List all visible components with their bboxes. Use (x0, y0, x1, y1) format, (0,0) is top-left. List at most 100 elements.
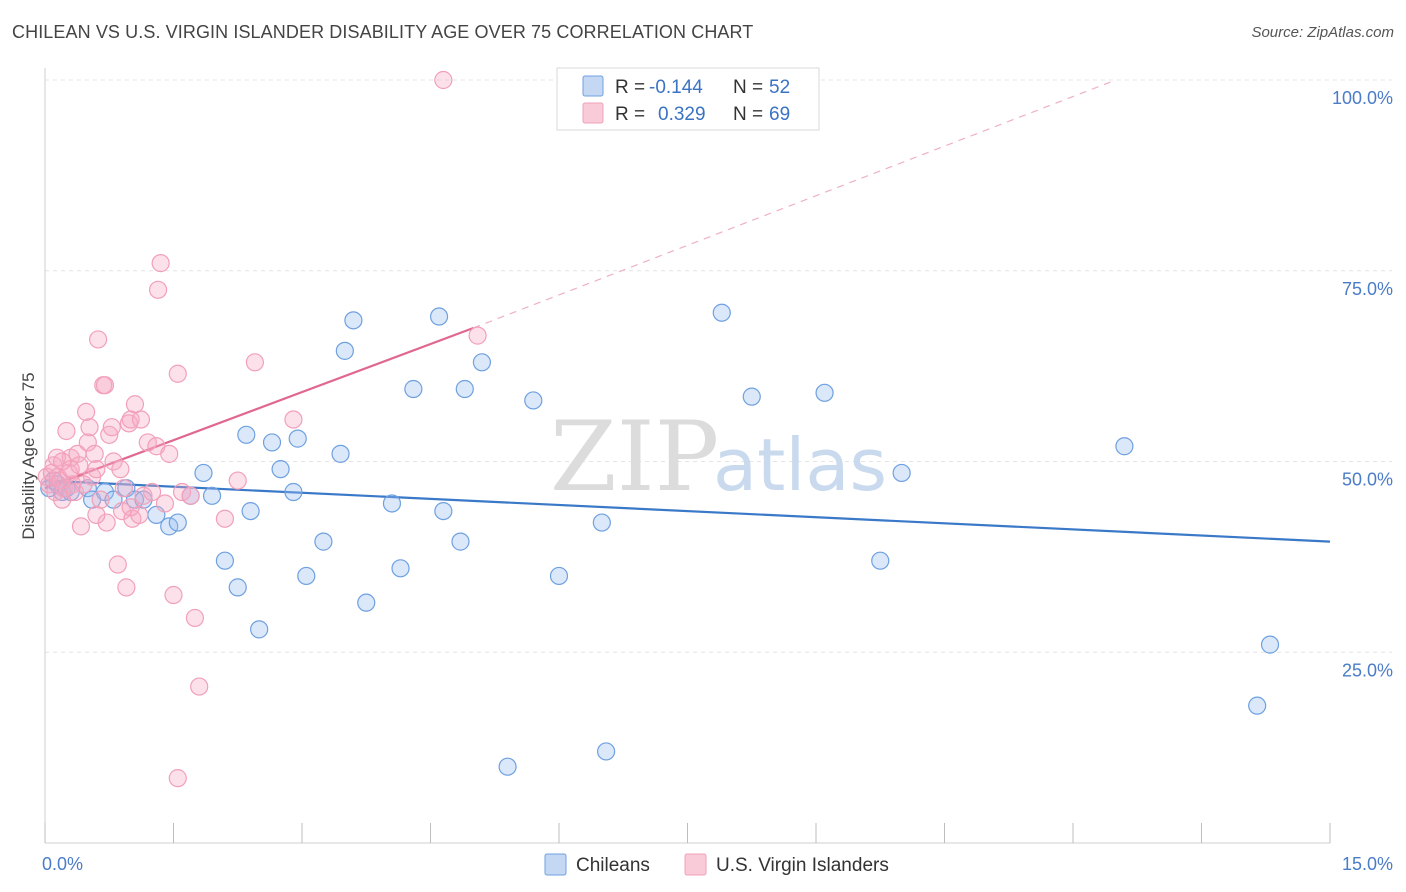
chileans-point-30 (331, 444, 350, 463)
virgin-islanders-point-61 (245, 353, 264, 372)
y-tick-label-25: 25.0% (1342, 660, 1393, 680)
watermark-zip: ZIP (550, 401, 719, 513)
chileans-point-50 (871, 551, 890, 570)
chileans-point-42 (498, 757, 517, 776)
virgin-islanders-point-34 (111, 460, 130, 479)
series-virgin-islanders-points (37, 70, 487, 788)
virgin-islanders-point-64 (468, 326, 487, 345)
chileans-point-24 (262, 433, 282, 452)
virgin-islanders-point-20 (78, 433, 97, 452)
legend-r-label-chileans: R = (615, 77, 645, 98)
virgin-islanders-point-29 (97, 513, 116, 532)
chileans-point-45 (592, 513, 611, 532)
virgin-islanders-point-58 (168, 769, 187, 788)
legend-r-value-virgin-islanders: 0.329 (658, 104, 706, 125)
chileans-point-51 (892, 463, 911, 483)
chileans-point-41 (472, 353, 491, 372)
chileans-point-19 (215, 551, 234, 570)
virgin-islanders-point-43 (131, 410, 151, 429)
virgin-islanders-point-16 (70, 456, 89, 475)
grid-lines (45, 79, 1392, 653)
chileans-point-18 (202, 486, 222, 505)
y-tick-labels: 25.0% 50.0% 75.0% 100.0% (1332, 88, 1393, 680)
chileans-point-22 (241, 501, 260, 521)
virgin-islanders-point-45 (138, 433, 157, 452)
virgin-islanders-point-10 (57, 421, 76, 441)
series-legend-swatch-virgin-islanders (684, 853, 707, 876)
chileans-point-23 (250, 620, 269, 639)
chileans-point-54 (1260, 635, 1280, 654)
legend-swatch-chileans (582, 75, 604, 97)
virgin-islanders-point-63 (434, 70, 453, 90)
legend-n-value-virgin-islanders: 69 (769, 104, 790, 125)
virgin-islanders-point-21 (80, 418, 99, 437)
legend-n-label-chileans: N = (733, 77, 763, 98)
virgin-islanders-point-48 (148, 280, 168, 299)
virgin-islanders-point-26 (91, 490, 110, 509)
chileans-point-32 (344, 311, 363, 330)
virgin-islanders-point-32 (104, 452, 123, 471)
virgin-islanders-point-56 (185, 608, 205, 628)
virgin-islanders-point-54 (172, 482, 192, 502)
y-tick-label-100: 100.0% (1332, 88, 1393, 108)
y-tick-label-50: 50.0% (1342, 470, 1393, 490)
legend-r-value-chileans: -0.144 (649, 77, 703, 98)
series-legend-swatch-chileans (544, 853, 567, 876)
series-legend-label-chileans: Chileans (576, 855, 650, 876)
chileans-point-44 (549, 566, 569, 586)
series-legend: Chileans U.S. Virgin Islanders (544, 853, 889, 876)
watermark-atlas: atlas (713, 423, 887, 507)
chileans-point-33 (357, 593, 376, 612)
virgin-islanders-point-37 (117, 578, 136, 597)
chileans-point-38 (434, 501, 453, 521)
chileans-point-27 (288, 429, 307, 448)
chileans-point-15 (168, 513, 187, 532)
chileans-point-25 (271, 460, 290, 479)
chileans-point-39 (451, 532, 470, 551)
chileans-point-21 (237, 425, 256, 444)
chileans-point-20 (228, 578, 247, 597)
legend-n-label-virgin-islanders: N = (733, 104, 763, 125)
x-ticks (44, 823, 1331, 843)
chileans-point-43 (524, 391, 543, 410)
virgin-islanders-point-52 (164, 585, 183, 605)
chileans-point-40 (455, 379, 474, 399)
chileans-point-14 (160, 517, 179, 536)
legend-swatch-virgin-islanders (582, 102, 604, 124)
virgin-islanders-point-53 (168, 364, 187, 383)
virgin-islanders-point-51 (160, 444, 179, 463)
correlation-legend: R = -0.144 N = 52 R = 0.329 N = 69 (556, 67, 820, 131)
virgin-islanders-point-49 (151, 254, 170, 273)
legend-r-label-virgin-islanders: R = (615, 104, 645, 125)
trend-line-extension-1 (473, 79, 1117, 329)
virgin-islanders-point-41 (125, 395, 145, 414)
virgin-islanders-point-28 (95, 376, 115, 395)
virgin-islanders-point-50 (155, 494, 175, 513)
chileans-point-49 (815, 383, 834, 402)
series-chileans-points (40, 303, 1280, 776)
legend-n-value-chileans: 52 (769, 77, 790, 98)
chileans-point-48 (742, 387, 761, 406)
virgin-islanders-point-68 (53, 452, 72, 471)
virgin-islanders-point-24 (87, 460, 106, 479)
virgin-islanders-point-17 (71, 517, 91, 536)
chileans-point-17 (194, 463, 213, 483)
virgin-islanders-point-35 (112, 501, 132, 521)
virgin-islanders-point-55 (181, 486, 200, 505)
chileans-point-47 (712, 303, 731, 322)
chileans-point-36 (404, 379, 423, 399)
virgin-islanders-point-62 (284, 410, 303, 429)
virgin-islanders-point-25 (89, 330, 108, 349)
virgin-islanders-point-4 (46, 482, 65, 502)
virgin-islanders-point-31 (102, 418, 121, 437)
chileans-point-53 (1248, 696, 1267, 715)
virgin-islanders-point-36 (114, 479, 133, 498)
chileans-point-29 (314, 532, 333, 551)
virgin-islanders-point-33 (108, 555, 127, 574)
chileans-point-28 (297, 566, 316, 586)
source-label: Source: ZipAtlas.com (1251, 24, 1394, 41)
virgin-islanders-point-60 (228, 471, 247, 490)
x-tick-label-max: 15.0% (1342, 854, 1393, 874)
series-legend-label-virgin-islanders: U.S. Virgin Islanders (716, 855, 889, 876)
